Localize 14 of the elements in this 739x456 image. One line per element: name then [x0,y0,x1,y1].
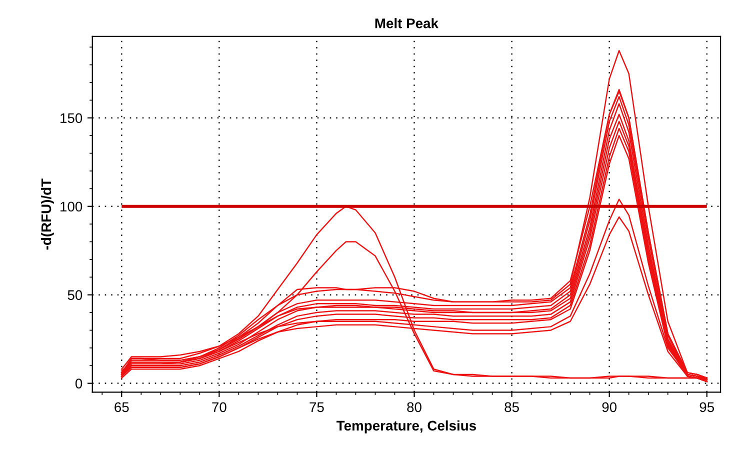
y-axis-title: -d(RFU)/dT [40,178,54,250]
y-tick-label: 100 [60,202,82,212]
y-tick-label: 150 [60,113,82,124]
x-tick-label: 65 [114,402,129,412]
x-tick-label: 75 [310,402,324,412]
x-tick-label: 90 [602,402,617,412]
x-tick-label: 80 [407,402,422,412]
y-tick-label: 0 [75,378,82,388]
x-tick-label: 70 [212,402,226,412]
x-tick-label: 85 [504,402,519,412]
x-axis-title: Temperature, Celsius [336,420,476,434]
y-tick-label: 50 [68,290,82,300]
x-tick-label: 95 [700,402,714,412]
chart-title: Melt Peak [375,18,439,28]
